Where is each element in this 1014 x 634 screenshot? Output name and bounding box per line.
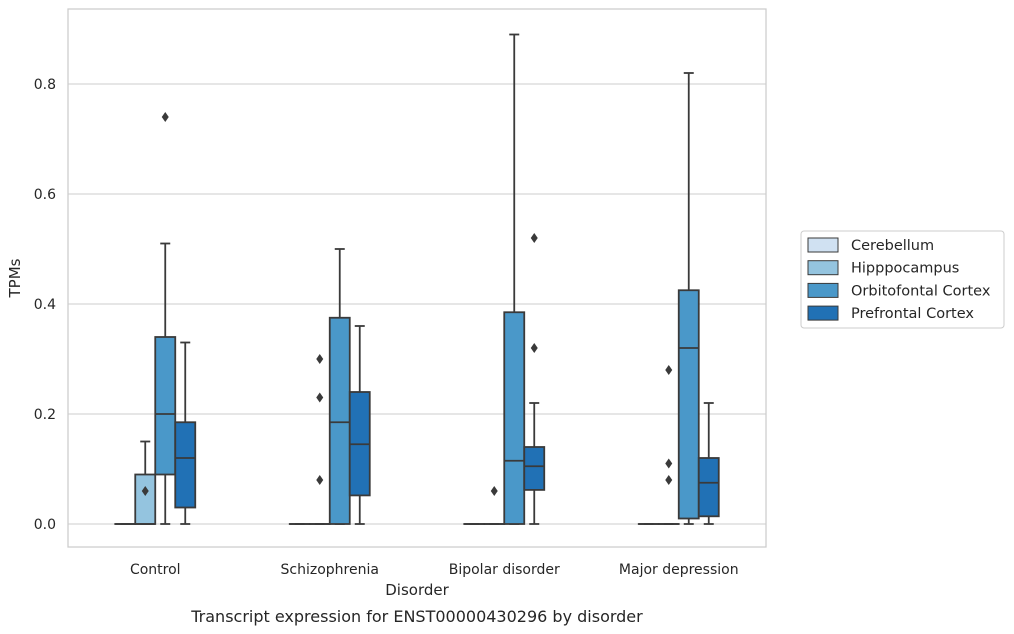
outlier-point [161,112,169,122]
outlier-point [316,392,324,403]
outlier-point [530,343,538,353]
box-prefrontal-cortex [348,325,371,525]
box-orbitofontal-cortex [503,33,526,525]
box-prefrontal-cortex [174,341,197,525]
outlier-point [665,458,673,469]
x-axis-ticks: Control Schizophrenia Bipolar disorder Majo… [130,562,739,578]
iqr-box [523,446,546,491]
iqr-box [677,289,700,520]
y-tick-label: 0.8 [34,77,56,93]
legend-entry-label: Hipppocampus [851,261,959,277]
y-tick-label: 0.6 [34,187,56,203]
outlier-point [530,233,538,243]
box-hipppocampus [308,354,331,525]
legend-entry-label: Orbitofontal Cortex [851,283,991,299]
y-axis-ticks: 0.0 0.2 0.4 0.6 0.8 [34,77,56,533]
outlier-point [141,486,149,496]
x-tick-label: Control [130,562,181,578]
y-axis-label: TPMs [6,258,24,298]
outlier-point [316,354,324,364]
legend-entry-label: Cerebellum [851,238,934,254]
box-groups [114,33,720,525]
iqr-box [697,457,720,518]
chart-caption: Transcript expression for ENST0000043029… [190,607,643,626]
box-hipppocampus [134,440,157,525]
legend-entry-label: Prefrontal Cortex [851,306,974,322]
x-tick-label: Schizophrenia [281,562,379,578]
iqr-box [503,311,526,525]
legend-swatch [807,237,839,253]
plot-frame [67,8,767,548]
box-prefrontal-cortex [523,233,546,525]
legend-frame [800,230,1005,329]
iqr-box [134,473,157,525]
y-tick-label: 0.4 [34,297,56,313]
box-hipppocampus [657,365,680,525]
legend-swatch [807,282,839,298]
outlier-point [665,365,673,375]
outlier-point [490,486,498,496]
x-tick-label: Bipolar disorder [449,562,560,578]
legend: Cerebellum Hipppocampus Orbitofontal Corte… [800,230,1005,329]
y-tick-label: 0.2 [34,407,56,423]
outlier-point [316,475,324,485]
y-tick-label: 0.0 [34,517,56,533]
box-hipppocampus [483,486,506,525]
iqr-box [328,316,351,525]
box-orbitofontal-cortex [154,112,177,525]
outlier-point [665,475,673,485]
iqr-box [154,336,177,476]
legend-swatch [807,260,839,276]
x-tick-label: Major depression [619,562,739,578]
legend-swatch [807,305,839,321]
box-orbitofontal-cortex [677,72,700,525]
x-axis-label: Disorder [385,581,449,599]
iqr-box [174,421,197,509]
box-prefrontal-cortex [697,402,720,525]
